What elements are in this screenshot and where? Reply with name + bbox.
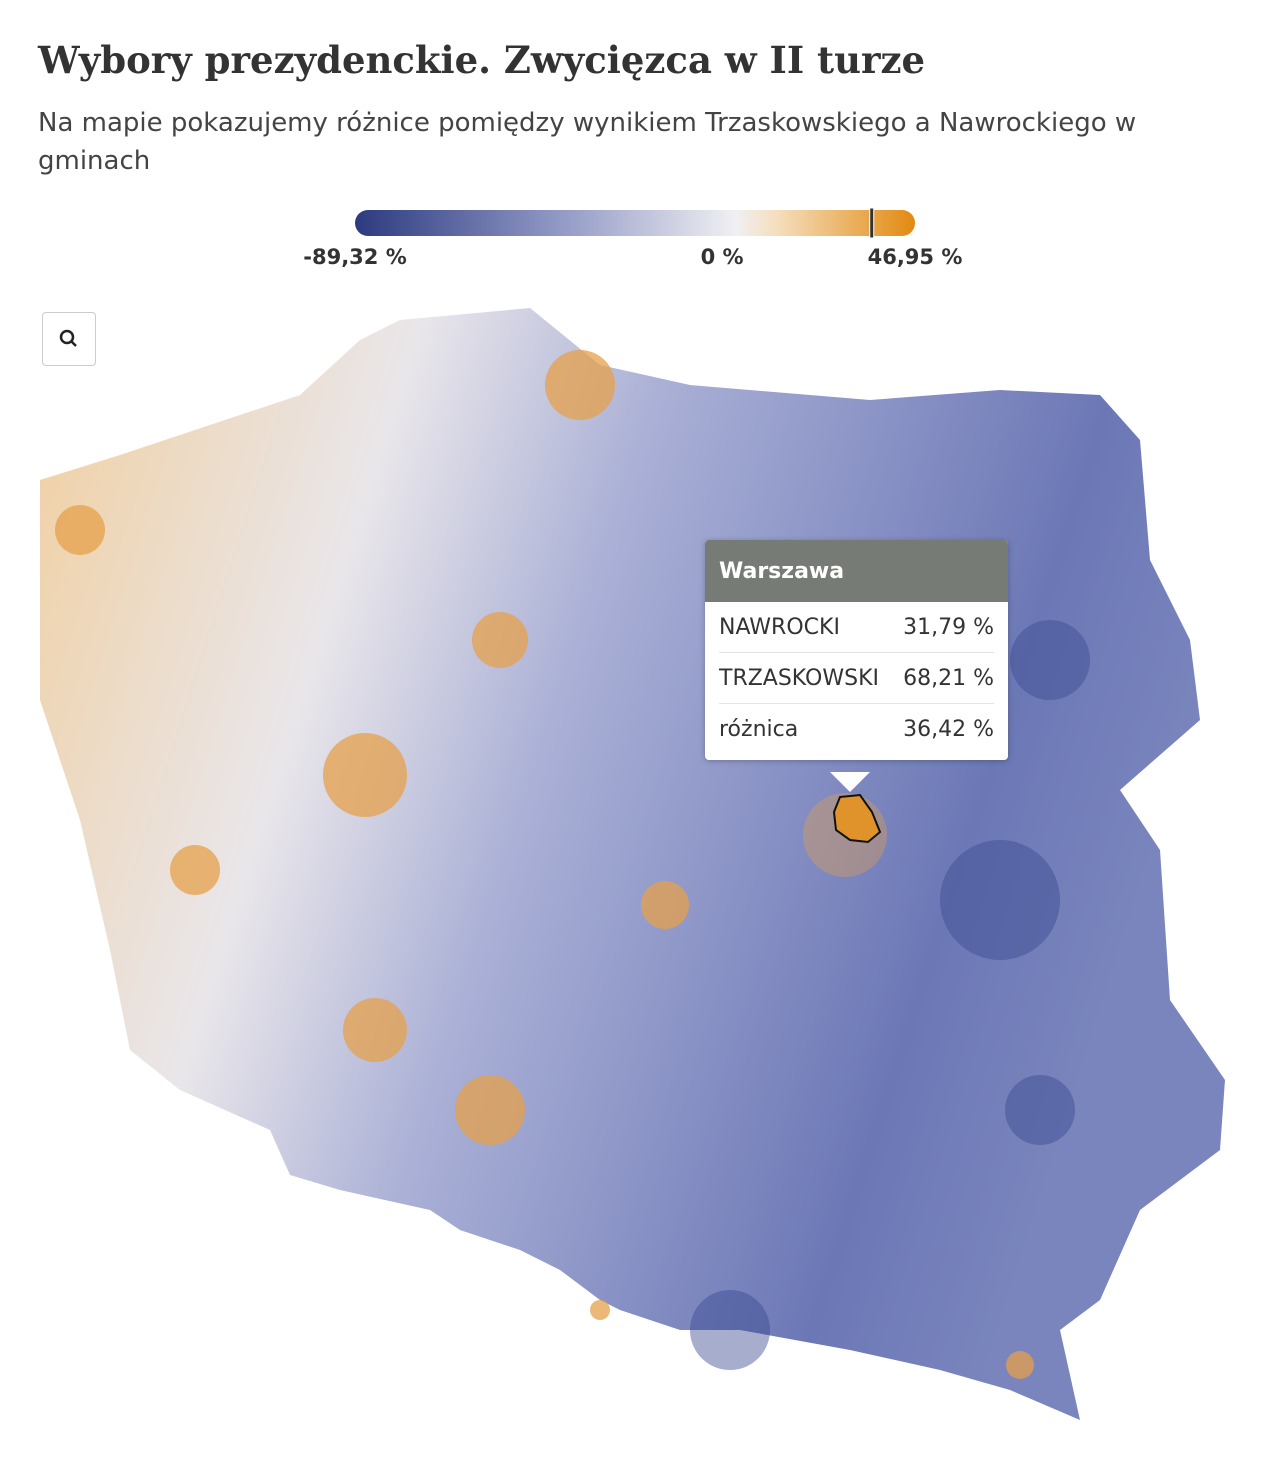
legend-marker [869, 207, 875, 239]
tooltip-title: Warszawa [705, 540, 1008, 602]
legend-label: 46,95 % [868, 245, 963, 269]
subtitle: Na mapie pokazujemy różnice pomiędzy wyn… [38, 108, 1137, 176]
tooltip-row: TRZASKOWSKI 68,21 % [719, 653, 994, 704]
row-label: NAWROCKI [719, 615, 840, 640]
row-value: 36,42 % [903, 717, 994, 742]
tooltip-pointer [830, 772, 870, 792]
title: Wybory prezydenckie. Zwycięzca w II turz… [38, 38, 926, 82]
tooltip-row: NAWROCKI 31,79 % [719, 602, 994, 653]
dark-areas [690, 620, 1090, 1370]
tooltip: Warszawa NAWROCKI 31,79 % TRZASKOWSKI 68,21… [705, 540, 1008, 760]
tooltip-row: różnica 36,42 % [719, 704, 994, 754]
city-areas [55, 350, 1034, 1379]
row-label: TRZASKOWSKI [719, 666, 879, 691]
row-value: 68,21 % [903, 666, 994, 691]
legend-gradient [355, 210, 915, 236]
row-value: 31,79 % [903, 615, 994, 640]
legend: -89,32 % 0 % 46,95 % [303, 207, 963, 269]
row-label: różnica [719, 717, 799, 742]
search-icon [59, 329, 77, 347]
zoom-button[interactable] [42, 312, 96, 366]
legend-label: 0 % [701, 245, 744, 269]
legend-label: -89,32 % [303, 245, 407, 269]
warsaw-shape [832, 793, 882, 844]
